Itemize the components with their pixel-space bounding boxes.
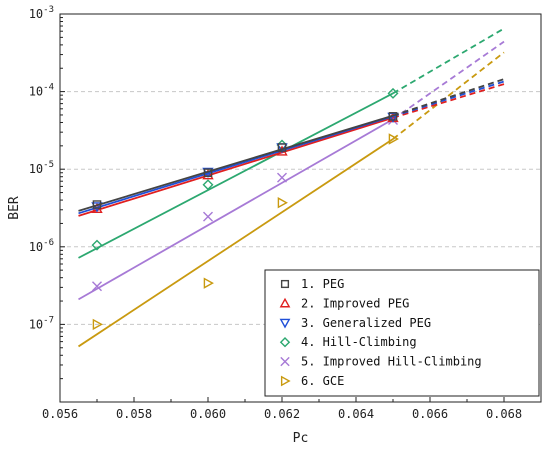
legend-label: 5. Improved Hill-Climbing [301, 355, 482, 369]
legend-item: 4. Hill-Climbing [279, 335, 417, 349]
legend-label: 3. Generalized PEG [301, 316, 431, 330]
marker-triangle-down [279, 318, 291, 329]
x-tick-label: 0.064 [338, 407, 374, 421]
series-5 [78, 40, 505, 301]
series-fit-line [78, 114, 394, 212]
plot-area-frame [59, 13, 542, 403]
series-fit-line [78, 116, 394, 217]
series-fit-line [78, 118, 394, 301]
data-point [388, 112, 398, 121]
legend-item: 1. PEG [280, 277, 344, 291]
marker-diamond [91, 239, 103, 251]
legend: 1. PEG 2. Improved PEG 3. Generalized PEG 4… [264, 269, 540, 397]
data-point [92, 281, 102, 292]
data-point [203, 168, 213, 178]
y-tick-label: 10-3 [29, 5, 54, 21]
series-extrapolation-line [392, 83, 505, 119]
marker-square [280, 279, 290, 289]
data-point [277, 143, 287, 152]
data-point [203, 277, 214, 289]
legend-label: 2. Improved PEG [301, 296, 409, 310]
marker-triangle-down [91, 202, 103, 213]
y-tick-label: 10-6 [29, 238, 54, 254]
marker-triangle-right [388, 133, 399, 145]
marker-triangle-right [277, 197, 288, 209]
data-point [388, 133, 399, 145]
x-axis-label: Pc [293, 431, 309, 446]
x-tick-label: 0.060 [190, 407, 226, 421]
series-fit-line [78, 138, 394, 348]
marker-cross-stroke [92, 281, 102, 292]
marker-triangle-up [279, 297, 291, 308]
y-tick-label: 10-7 [29, 315, 54, 331]
legend-item: 3. Generalized PEG [279, 316, 431, 330]
series-4 [78, 27, 505, 259]
axes-layer: 10-7 10-6 10-5 10-4 10-3 0.056 0.058 0.060 0.062… [29, 5, 522, 421]
legend-label: 4. Hill-Climbing [301, 335, 417, 349]
data-point [277, 172, 287, 183]
marker-diamond [387, 87, 399, 99]
data-point [92, 318, 103, 331]
x-tick-label: 0.056 [42, 407, 78, 421]
data-point [387, 87, 399, 99]
legend-item: 5. Improved Hill-Climbing [280, 355, 482, 369]
marker-cross-stroke [277, 172, 287, 183]
marker-diamond [202, 179, 214, 191]
data-point [91, 239, 103, 251]
marker-triangle-right [203, 277, 214, 289]
series-1 [78, 78, 505, 212]
data-point [92, 200, 102, 209]
marker-square [92, 200, 102, 209]
x-tick-label: 0.062 [264, 407, 300, 421]
y-axis-label: BER [7, 196, 22, 220]
series-extrapolation-line [392, 78, 505, 117]
legend-label: 6. GCE [301, 374, 344, 388]
marker-square [277, 143, 287, 152]
marker-square [388, 112, 398, 121]
series-fit-line [78, 115, 394, 215]
y-tick-label: 10-5 [29, 160, 54, 176]
marker-triangle-down [387, 112, 399, 123]
legend-box [264, 269, 540, 397]
marker-triangle-right [92, 318, 103, 331]
series-extrapolation-line [392, 80, 505, 118]
series-layer [78, 27, 505, 348]
series-extrapolation-line [392, 51, 505, 140]
marker-triangle-right [280, 375, 291, 387]
data-point [387, 112, 399, 123]
legend-item: 6. GCE [280, 374, 344, 388]
y-tick-label: 10-4 [29, 83, 54, 99]
data-point [91, 202, 103, 213]
x-tick-label: 0.066 [412, 407, 448, 421]
x-tick-label: 0.068 [486, 407, 522, 421]
series-2 [78, 83, 505, 217]
legend-label: 1. PEG [301, 277, 344, 291]
series-fit-line [78, 92, 394, 259]
x-tick-label: 0.058 [116, 407, 152, 421]
legend-item: 2. Improved PEG [279, 296, 409, 310]
data-point [277, 197, 288, 209]
series-extrapolation-line [392, 40, 505, 121]
marker-square [203, 168, 213, 178]
data-point [203, 211, 213, 222]
marker-diamond [279, 337, 291, 348]
series-extrapolation-line [392, 27, 505, 95]
series-6 [78, 51, 505, 348]
marker-cross-stroke [280, 356, 290, 367]
marker-cross-stroke [203, 211, 213, 222]
data-point [202, 179, 214, 191]
